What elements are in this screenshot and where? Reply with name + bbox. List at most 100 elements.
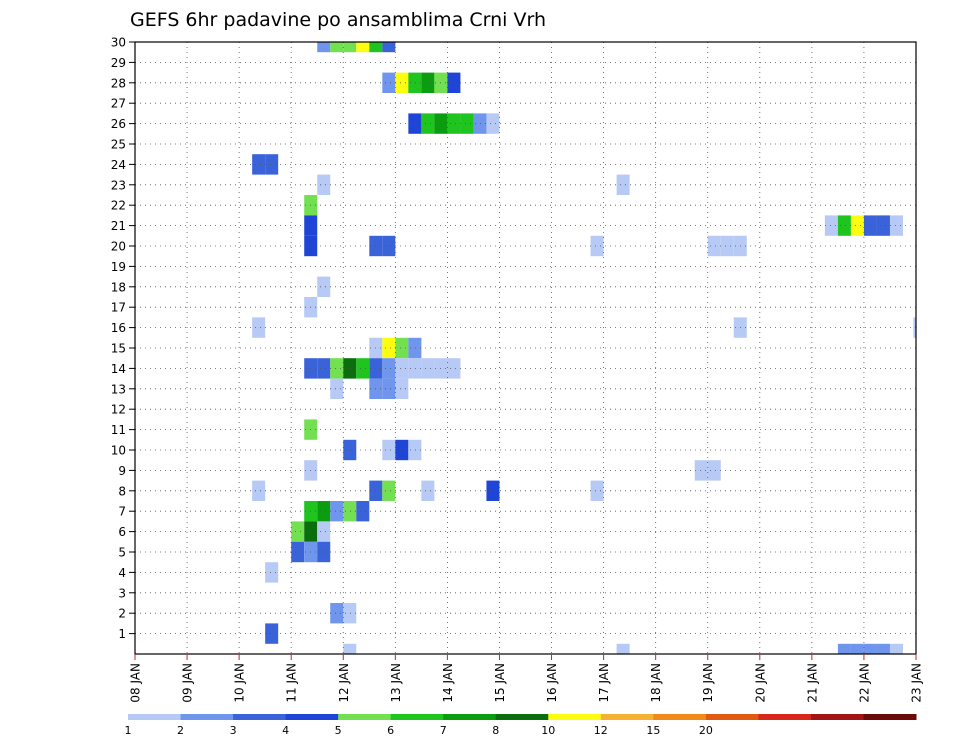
heatmap-cell xyxy=(395,358,409,379)
x-tick-label: 20 JAN xyxy=(753,663,767,703)
colorbar-swatch xyxy=(338,714,392,720)
colorbar: 1 2 3 4 5 6 7 8 10 12 15 20 xyxy=(125,714,917,737)
heatmap-cell xyxy=(707,460,721,481)
heatmap-cell xyxy=(343,358,357,379)
heatmap-cell xyxy=(395,439,409,461)
heatmap-cell xyxy=(356,501,370,522)
x-tick-label: 22 JAN xyxy=(857,663,871,703)
heatmap-cell xyxy=(460,113,474,134)
y-tick-label: 20 xyxy=(111,240,126,254)
heatmap-cell xyxy=(343,501,357,522)
colorbar-swatch xyxy=(495,714,549,720)
heatmap-cell xyxy=(317,42,331,53)
heatmap-cell xyxy=(889,643,903,654)
y-tick-label: 14 xyxy=(111,362,126,376)
heatmap-cell xyxy=(408,113,422,134)
heatmap-cell xyxy=(408,439,422,461)
x-tick-label: 11 JAN xyxy=(285,663,299,703)
heatmap-cell xyxy=(616,174,630,195)
heatmap-cell xyxy=(252,480,266,501)
x-tick-label: 10 JAN xyxy=(233,663,247,703)
heatmap-cell xyxy=(382,480,396,501)
y-tick-label: 15 xyxy=(111,342,126,356)
y-tick-label: 6 xyxy=(118,525,126,539)
colorbar-label: 10 xyxy=(541,724,555,737)
y-tick-label: 25 xyxy=(111,138,126,152)
heatmap-cell xyxy=(317,541,331,563)
y-tick-label: 24 xyxy=(111,158,126,172)
y-tick-label: 19 xyxy=(111,260,126,274)
x-tick-label: 12 JAN xyxy=(337,663,351,703)
heatmap-cell xyxy=(382,235,396,257)
heatmap-cell xyxy=(343,42,357,53)
colorbar-swatch xyxy=(705,714,759,720)
heatmap-cell xyxy=(447,113,461,134)
x-tick-label: 16 JAN xyxy=(545,663,559,703)
heatmap-cell xyxy=(590,480,604,501)
y-tick-label: 12 xyxy=(111,403,126,417)
y-tick-label: 1 xyxy=(118,627,126,641)
x-tick-label: 09 JAN xyxy=(181,663,195,703)
heatmap-cell xyxy=(421,480,435,501)
heatmap-cell xyxy=(850,215,864,236)
heatmap-cell xyxy=(837,215,851,236)
heatmap-cell xyxy=(252,154,266,175)
colorbar-swatch xyxy=(390,714,444,720)
x-axis: 08 JAN 09 JAN 10 JAN 11 JAN 12 JAN 13 JAN 14 J… xyxy=(129,654,924,703)
y-tick-label: 10 xyxy=(111,444,126,458)
colorbar-label: 20 xyxy=(699,724,713,737)
heatmap-cell xyxy=(330,378,344,399)
colorbar-swatch xyxy=(285,714,339,720)
heatmap-cell xyxy=(291,541,305,563)
heatmap-cell xyxy=(876,643,890,654)
colorbar-label: 2 xyxy=(177,724,184,737)
y-tick-label: 4 xyxy=(118,566,126,580)
heatmap-cell xyxy=(421,72,435,93)
colorbar-label: 6 xyxy=(387,724,394,737)
heatmap-cell xyxy=(330,501,344,522)
heatmap-cell xyxy=(265,562,279,583)
heatmap-cell xyxy=(720,235,734,257)
heatmap-cell xyxy=(265,623,279,644)
heatmap-cells xyxy=(252,42,916,654)
colorbar-swatch xyxy=(233,714,287,720)
x-tick-label: 15 JAN xyxy=(493,663,507,703)
y-tick-label: 8 xyxy=(118,484,126,498)
y-tick-label: 3 xyxy=(118,586,126,600)
heatmap-cell xyxy=(330,42,344,53)
y-tick-label: 5 xyxy=(118,546,126,560)
y-tick-label: 17 xyxy=(111,301,126,315)
heatmap-cell xyxy=(473,113,487,134)
heatmap-cell xyxy=(382,358,396,379)
heatmap-cell xyxy=(382,439,396,461)
x-tick-label: 13 JAN xyxy=(389,663,403,703)
colorbar-label: 8 xyxy=(492,724,499,737)
colorbar-swatch xyxy=(548,714,602,720)
colorbar-swatch xyxy=(653,714,707,720)
colorbar-label: 7 xyxy=(440,724,447,737)
heatmap-cell xyxy=(837,643,851,654)
heatmap-cell xyxy=(291,521,305,542)
heatmap-cell xyxy=(863,643,877,654)
colorbar-swatch xyxy=(863,714,917,720)
heatmap-cell xyxy=(408,358,422,379)
heatmap-cell xyxy=(447,358,461,379)
heatmap-cell xyxy=(876,215,890,236)
heatmap-cell xyxy=(616,643,630,654)
y-tick-label: 13 xyxy=(111,382,126,396)
heatmap-cell xyxy=(486,113,500,134)
heatmap-cell xyxy=(382,378,396,399)
heatmap-cell xyxy=(356,42,370,53)
heatmap-cell xyxy=(850,643,864,654)
x-tick-label: 21 JAN xyxy=(805,663,819,703)
x-tick-label: 18 JAN xyxy=(649,663,663,703)
heatmap-cell xyxy=(395,378,409,399)
heatmap-cell xyxy=(395,337,409,359)
heatmap-cell xyxy=(252,317,266,338)
grid-lines xyxy=(135,41,916,654)
x-tick-label: 23 JAN xyxy=(910,663,924,703)
y-tick-label: 28 xyxy=(111,76,126,90)
heatmap-cell xyxy=(447,72,461,93)
y-tick-label: 26 xyxy=(111,117,126,131)
heatmap-cell xyxy=(343,439,357,461)
